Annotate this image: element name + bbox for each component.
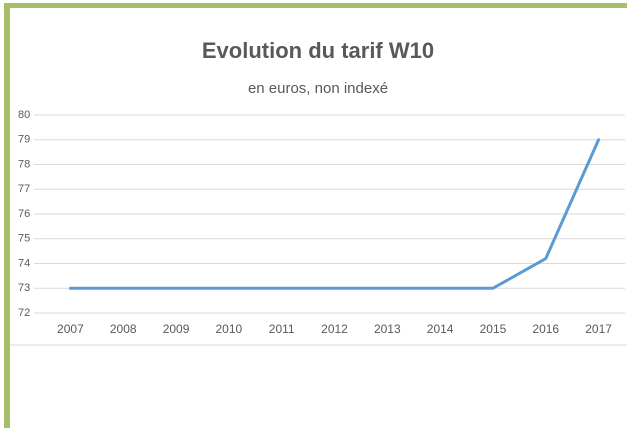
x-tick-label: 2015 — [480, 322, 507, 336]
y-tick-label: 78 — [18, 158, 30, 170]
y-tick-label: 74 — [18, 257, 30, 269]
x-tick-label: 2017 — [585, 322, 612, 336]
x-tick-label: 2010 — [216, 322, 243, 336]
y-tick-label: 79 — [18, 134, 30, 146]
x-tick-label: 2009 — [163, 322, 190, 336]
y-tick-label: 80 — [18, 109, 30, 121]
left-border — [4, 3, 10, 428]
x-tick-label: 2007 — [57, 322, 84, 336]
data-line — [68, 138, 601, 290]
x-tick-label: 2011 — [269, 322, 295, 336]
x-tick-label: 2008 — [110, 322, 137, 336]
chart-subtitle: en euros, non indexé — [248, 80, 388, 97]
chart-title: Evolution du tarif W10 — [202, 38, 434, 63]
y-tick-label: 72 — [18, 307, 30, 319]
x-tick-label: 2012 — [321, 322, 348, 336]
top-border — [4, 3, 627, 8]
x-tick-label: 2016 — [532, 322, 559, 336]
y-tick-label: 73 — [18, 282, 30, 294]
y-tick-label: 76 — [18, 208, 30, 220]
x-tick-label: 2013 — [374, 322, 401, 336]
x-tick-label: 2014 — [427, 322, 454, 336]
y-tick-label: 75 — [18, 233, 30, 245]
y-tick-label: 77 — [18, 183, 30, 195]
